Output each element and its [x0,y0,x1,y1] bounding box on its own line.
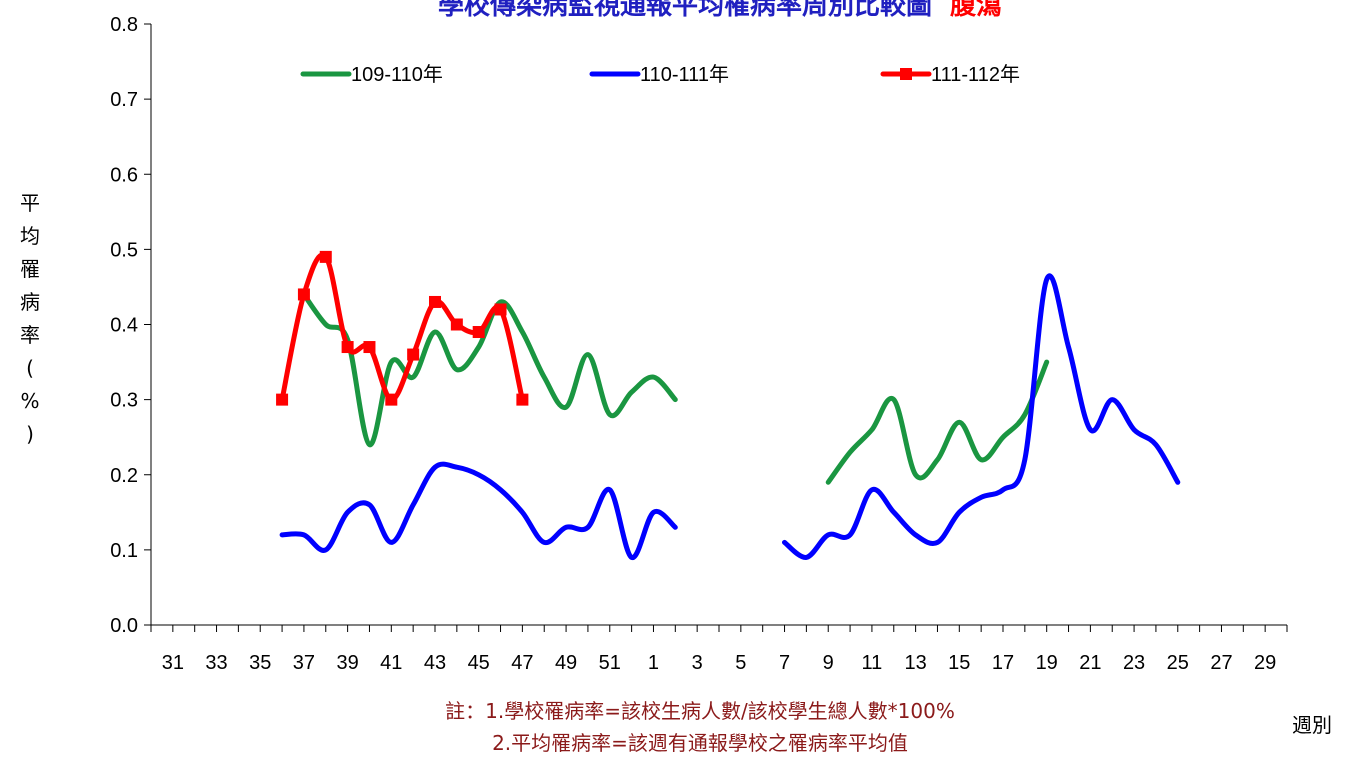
data-point-marker [407,348,420,361]
y-tick-label: 0.4 [110,315,138,337]
legend-item: 111-112年 [880,63,1020,86]
legend-item: 109-110年 [300,63,443,86]
y-tick-label: 0.6 [110,164,138,186]
y-axis-label-char: 病 [20,290,40,314]
x-tick-label: 3 [692,652,703,674]
legend-marker [900,68,912,80]
x-axis-label: 週別 [1292,713,1332,737]
data-point-marker [450,318,463,331]
legend-item: 110-111年 [589,63,729,86]
y-tick-label: 0.5 [110,239,138,261]
y-tick-label: 0.7 [110,89,138,111]
data-point-marker [297,288,310,301]
series-line [782,273,1181,560]
x-tick-label: 41 [380,652,402,674]
x-tick-labels: 31 33 35 37 39 41 43 45 47 49 51 1 3 5 7 9 11 13 15 17 19 21 2… [162,652,1277,674]
x-tick-label: 27 [1210,652,1232,674]
x-tick-label: 49 [555,652,577,674]
y-axis-label-char: 罹 [20,257,40,281]
series-line [279,461,678,560]
series-group [276,250,1181,560]
x-tick-label: 11 [862,652,883,674]
x-tick-label: 43 [424,652,446,674]
chart-title-main: 學校傳染病監視通報平均罹病率周別比較圖 [438,0,932,21]
data-point-marker [472,326,485,339]
x-tick-label: 37 [293,652,315,674]
x-tick-label: 23 [1123,652,1145,674]
chart-title-suffix: 腹瀉 [949,0,1002,21]
x-tick-label: 5 [735,652,746,674]
x-tick-label: 35 [249,652,271,674]
axes [144,23,1288,632]
data-point-marker [276,393,289,406]
y-axis-label-char: 率 [20,323,40,347]
y-axis-label-char: ( [26,356,34,380]
note-line-1: 註：1.學校罹病率=該校生病人數/該校學生總人數*100% [445,699,955,723]
series-line [301,292,678,448]
series-3 [276,250,529,406]
y-axis-label-char: ) [26,422,34,446]
y-axis-label-char: 均 [20,224,40,248]
x-tick-label: 15 [948,652,970,674]
note-line-2: 2.平均罹病率=該週有通報學校之罹病率平均值 [492,731,908,755]
legend-label: 111-112年 [931,63,1020,86]
x-tick-label: 17 [992,652,1014,674]
x-tick-label: 19 [1036,652,1058,674]
x-tick-label: 47 [511,652,533,674]
x-tick-label: 1 [648,652,659,674]
x-tick-label: 33 [205,652,227,674]
legend-label: 110-111年 [640,63,729,86]
series-1 [301,292,1050,485]
x-tick-label: 31 [162,652,184,674]
y-tick-label: 0.8 [110,14,138,36]
legend-label: 109-110年 [351,63,443,86]
series-2 [279,273,1181,560]
y-tick-labels: 0.0 0.1 0.2 0.3 0.4 0.5 0.6 0.7 0.8 [110,14,138,637]
legend: 109-110年 110-111年 111-112年 [300,63,1020,86]
series-line [825,359,1050,485]
y-axis-label-char: % [20,389,39,413]
y-axis-label: 平均罹病率 (%) [20,191,40,446]
x-tick-label: 9 [823,652,834,674]
data-point-marker [319,250,332,263]
data-point-marker [429,295,441,308]
x-tick-label: 45 [468,652,490,674]
x-tick-label: 13 [904,652,926,674]
x-tick-label: 25 [1167,652,1189,674]
y-tick-label: 0.2 [110,465,138,487]
chart-title: 學校傳染病監視通報平均罹病率周別比較圖 腹瀉 [438,0,1002,21]
x-tick-label: 39 [336,652,358,674]
y-tick-label: 0.0 [110,615,138,637]
data-point-marker [516,393,529,406]
y-tick-label: 0.1 [110,540,138,562]
data-point-marker [341,341,354,354]
x-tick-label: 29 [1254,652,1276,674]
x-tick-label: 51 [599,652,621,674]
data-point-marker [385,393,398,406]
y-axis-label-char: 平 [20,191,40,215]
y-tick-label: 0.3 [110,390,138,412]
x-tick-label: 21 [1079,652,1101,674]
x-tick-label: 7 [779,652,790,674]
data-point-marker [363,341,376,354]
data-point-marker [494,303,507,316]
